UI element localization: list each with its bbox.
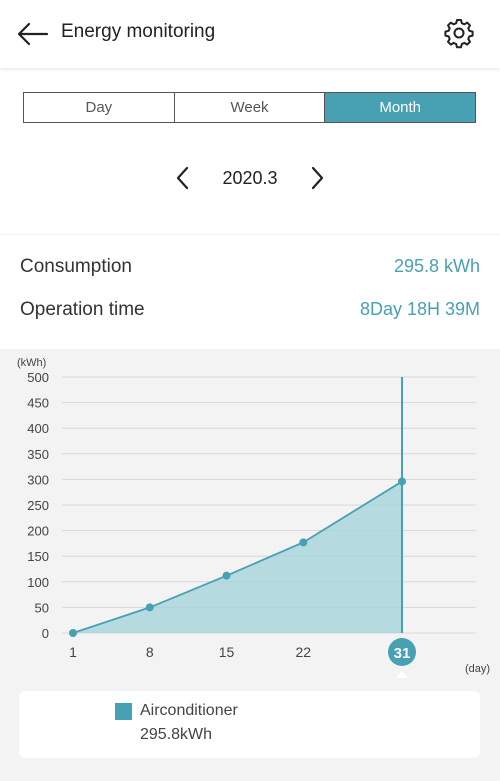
y-tick-label: 400	[27, 421, 49, 436]
settings-button[interactable]	[442, 16, 476, 50]
data-point	[299, 538, 308, 547]
data-point	[69, 629, 77, 637]
x-tick-label: 15	[219, 644, 235, 660]
y-tick-label: 50	[35, 600, 49, 615]
chart-svg: (kWh) 0 50 100 150 200 250 300 350 400 450 500 1 8 15 2…	[17, 357, 490, 678]
chevron-left-icon	[176, 166, 189, 190]
data-point	[398, 477, 406, 486]
tab-week[interactable]: Week	[174, 93, 326, 122]
stats-panel: Consumption 295.8 kWh Operation time 8Da…	[0, 235, 500, 349]
period-panel: Day Week Month 2020.3	[0, 68, 500, 234]
y-tick-label: 300	[27, 472, 49, 487]
gear-icon	[444, 19, 474, 49]
consumption-value: 295.8 kWh	[393, 256, 480, 276]
consumption-label: Consumption	[20, 256, 132, 277]
operation-time-value: 8Day 18H 39M	[359, 299, 480, 319]
legend-series-name: Airconditioner	[140, 702, 238, 719]
y-tick-label: 500	[27, 370, 49, 385]
page-title: Energy monitoring	[61, 21, 216, 42]
y-tick-label: 200	[27, 524, 49, 539]
selected-pointer	[396, 671, 408, 678]
consumption-chart: (kWh) 0 50 100 150 200 250 300 350 400 450 500 1 8 15 2…	[0, 349, 500, 679]
legend-series-total: 295.8kWh	[140, 726, 213, 743]
y-tick-label: 100	[27, 575, 49, 590]
y-tick-label: 0	[42, 626, 49, 641]
data-point	[145, 603, 154, 612]
period-label: 2020.3	[222, 168, 278, 188]
tab-day[interactable]: Day	[24, 93, 175, 122]
y-tick-label: 150	[27, 549, 49, 564]
legend-swatch	[115, 703, 132, 720]
series-area	[73, 481, 402, 633]
y-axis-unit-label: (kWh)	[17, 357, 46, 369]
data-point	[222, 571, 231, 580]
y-tick-label: 350	[27, 447, 49, 462]
y-tick-label: 250	[27, 498, 49, 513]
x-tick-label: 31	[394, 645, 411, 662]
tab-month[interactable]: Month	[325, 93, 476, 122]
operation-time-label: Operation time	[20, 299, 145, 320]
x-tick-label: 8	[146, 644, 154, 660]
operation-time-row: Operation time 8Day 18H 39M	[20, 299, 480, 325]
selected-day-badge	[388, 638, 416, 666]
x-tick-label: 1	[69, 644, 77, 660]
y-tick-label: 450	[27, 396, 49, 411]
chevron-right-icon	[311, 166, 324, 190]
previous-period-button[interactable]	[170, 162, 196, 194]
back-button[interactable]	[16, 19, 50, 49]
arrow-left-icon	[17, 22, 49, 46]
period-tabs: Day Week Month	[23, 92, 476, 123]
x-axis-unit-label: (day)	[465, 663, 490, 675]
next-period-button[interactable]	[304, 162, 330, 194]
legend-card: Airconditioner 295.8kWh	[19, 691, 480, 758]
period-navigator: 2020.3	[0, 162, 500, 194]
consumption-row: Consumption 295.8 kWh	[20, 256, 480, 282]
app-header: Energy monitoring	[0, 0, 500, 68]
x-tick-label: 22	[296, 644, 312, 660]
